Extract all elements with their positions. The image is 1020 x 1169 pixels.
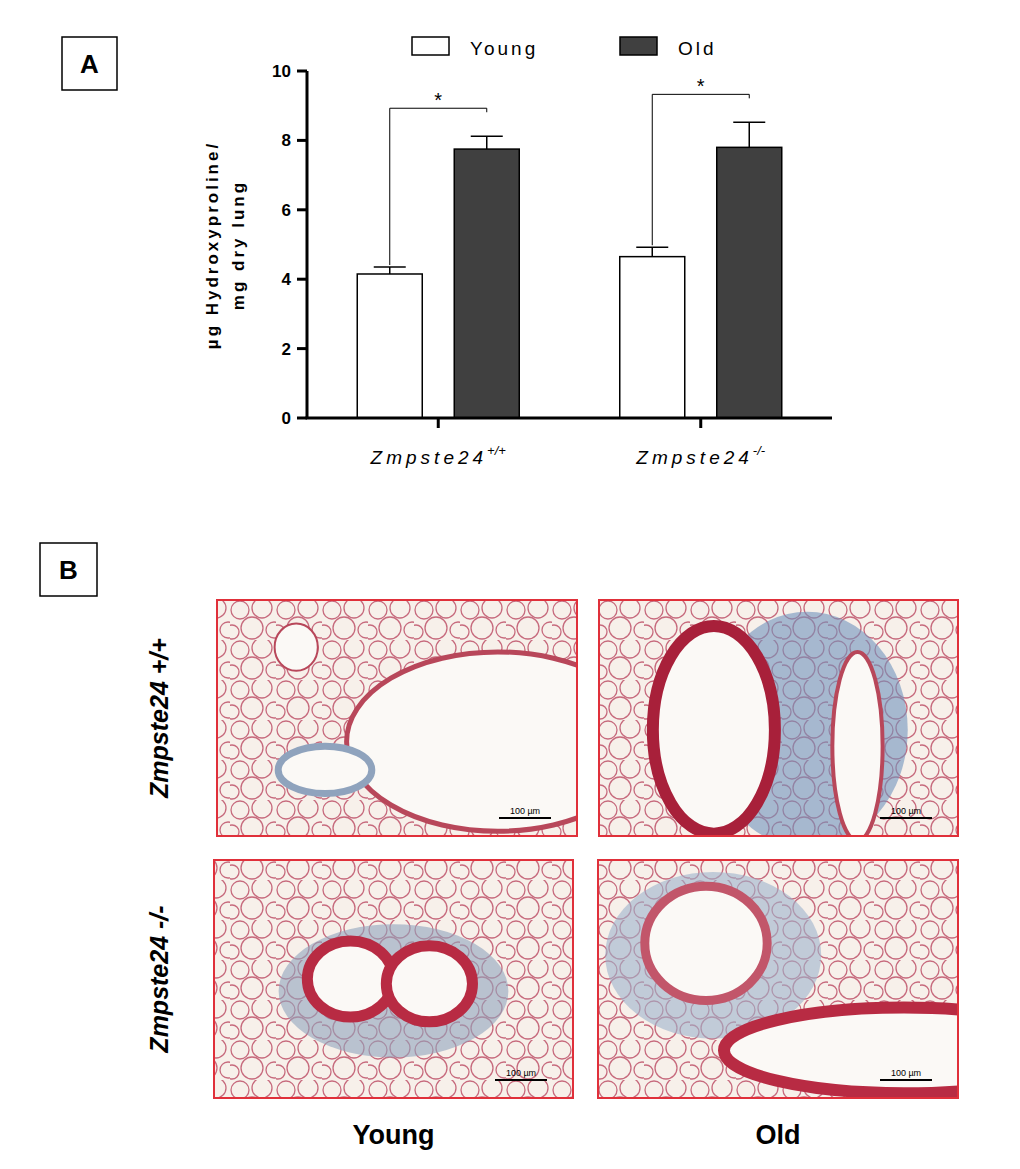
category-base: Zmpste24: [370, 447, 487, 468]
error-cap: [374, 266, 406, 268]
significance-bracket: [390, 108, 487, 265]
scale-bar: [495, 1079, 547, 1081]
bar: [357, 274, 422, 418]
y-tick: [297, 208, 307, 211]
image-border: [599, 600, 958, 836]
scale-bar-label: 100 µm: [891, 806, 921, 816]
significance-label: *: [434, 89, 442, 111]
histology-image: [599, 600, 958, 836]
scale-bar-label: 100 µm: [891, 1068, 921, 1078]
image-border: [214, 860, 573, 1098]
column-label: Old: [756, 1120, 801, 1150]
y-axis-label: µg Hydroxyproline/mg dry lung: [203, 141, 248, 349]
bar: [454, 149, 519, 418]
y-tick: [297, 417, 307, 420]
scale-bar: [880, 817, 932, 819]
y-axis-label-line: µg Hydroxyproline/: [203, 141, 222, 349]
airway: [307, 941, 393, 1017]
y-tick-label: 8: [282, 131, 291, 150]
significance-label: *: [697, 75, 705, 97]
column-label: Young: [353, 1120, 435, 1150]
collagen: [279, 924, 509, 1057]
scale-bar-label: 100 µm: [510, 806, 540, 816]
error-bar: [636, 247, 668, 256]
y-tick: [297, 70, 307, 73]
error-line: [749, 122, 751, 147]
significance-bracket: [652, 94, 749, 245]
y-tick-label: 10: [272, 62, 291, 81]
legend-label: Old: [678, 38, 717, 59]
error-line: [652, 247, 654, 256]
airway: [832, 652, 882, 836]
x-tick-label: Zmpste24-/-: [635, 443, 765, 468]
panel-label: B: [59, 555, 78, 585]
error-line: [486, 136, 488, 149]
image-border: [217, 600, 577, 836]
histology-image: [217, 600, 577, 836]
error-cap: [636, 247, 668, 249]
legend-swatch: [620, 37, 657, 55]
x-tick: [699, 418, 702, 428]
figure: AYoungOld**0246810Zmpste24+/+Zmpste24-/-…: [0, 0, 1020, 1169]
y-axis-label-line: mg dry lung: [229, 180, 248, 310]
bar: [717, 147, 782, 418]
legend-label: Young: [470, 38, 538, 59]
image-border: [598, 860, 958, 1098]
panel-label-box: [40, 543, 97, 596]
x-tick: [437, 418, 440, 428]
error-bar: [733, 122, 765, 147]
scale-bar: [880, 1079, 932, 1081]
histology-image: [214, 860, 573, 1098]
row-label: Zmpste24 +/+: [145, 638, 173, 799]
error-cap: [471, 135, 503, 137]
row-label: Zmpste24 -/-: [145, 905, 173, 1053]
y-tick-label: 6: [282, 201, 291, 220]
x-tick-label: Zmpste24+/+: [370, 443, 507, 468]
x-axis: [306, 417, 833, 420]
error-bar: [471, 136, 503, 149]
histology-image: [598, 860, 958, 1098]
y-tick-label: 4: [282, 270, 292, 289]
category-base: Zmpste24: [635, 447, 752, 468]
bars: [357, 122, 782, 418]
y-tick: [297, 347, 307, 350]
airway: [386, 946, 472, 1022]
scale-bar-label: 100 µm: [506, 1068, 536, 1078]
category-superscript: -/-: [753, 443, 766, 458]
airway: [278, 746, 372, 793]
alveolar-tissue: [214, 860, 573, 1098]
panel-label: A: [80, 49, 99, 79]
category-superscript: +/+: [487, 443, 506, 458]
y-tick: [297, 139, 307, 142]
airway: [645, 886, 767, 1000]
error-cap: [733, 122, 765, 124]
airway: [275, 624, 318, 671]
panel-label-box: [62, 37, 117, 90]
error-bar: [374, 267, 406, 274]
y-tick-label: 2: [282, 340, 291, 359]
y-tick: [297, 278, 307, 281]
bar: [620, 257, 685, 418]
y-axis: [306, 71, 309, 418]
legend-swatch: [412, 37, 449, 55]
scale-bar: [499, 817, 551, 819]
airway: [347, 652, 577, 831]
y-tick-label: 0: [282, 409, 291, 428]
airway: [653, 626, 775, 834]
error-line: [389, 267, 391, 274]
airway: [724, 1008, 958, 1094]
